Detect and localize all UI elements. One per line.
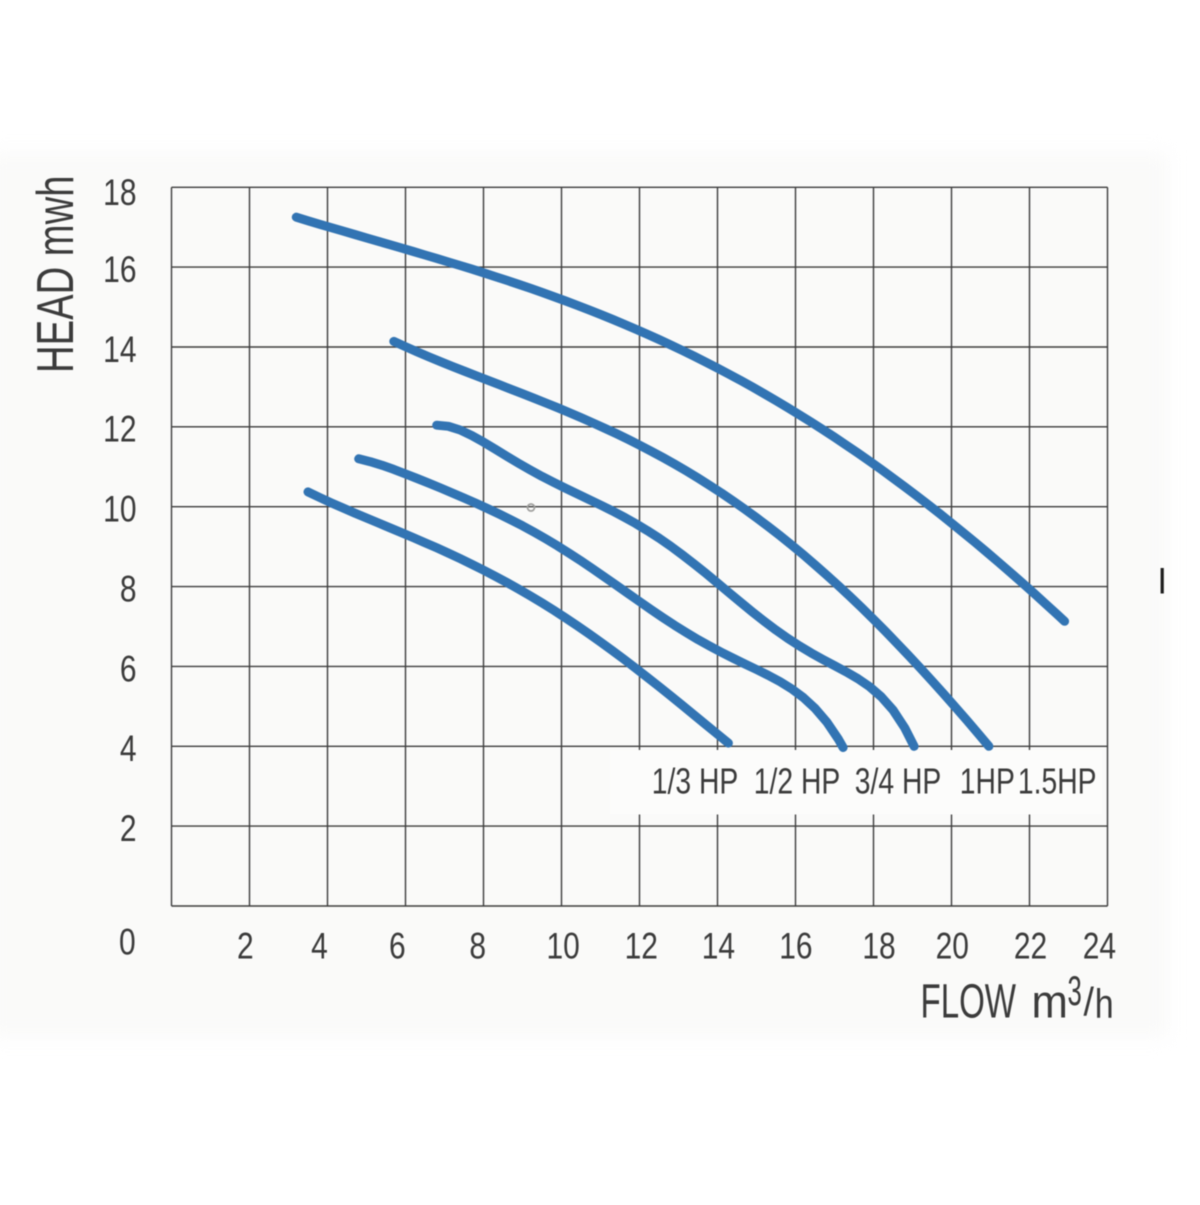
svg-text:16: 16 [779, 927, 812, 968]
svg-text:18: 18 [103, 173, 136, 214]
svg-text:0: 0 [119, 923, 136, 964]
svg-text:1/2 HP: 1/2 HP [754, 760, 840, 801]
svg-text:h: h [1095, 981, 1114, 1027]
svg-text:16: 16 [103, 250, 136, 291]
svg-text:4: 4 [120, 729, 137, 770]
svg-text:10: 10 [103, 490, 136, 531]
svg-text:2: 2 [120, 809, 137, 850]
svg-text:3/4 HP: 3/4 HP [855, 760, 941, 801]
svg-text:/: / [1084, 981, 1095, 1025]
svg-text:4: 4 [311, 927, 328, 968]
svg-text:6: 6 [120, 649, 137, 690]
svg-text:3: 3 [1068, 969, 1082, 1015]
svg-text:1HP: 1HP [960, 760, 1015, 801]
svg-text:12: 12 [103, 410, 136, 451]
svg-text:2: 2 [237, 927, 254, 968]
svg-text:8: 8 [120, 570, 137, 611]
svg-text:HEAD mwh: HEAD mwh [26, 176, 84, 373]
svg-text:14: 14 [103, 330, 136, 371]
svg-text:10: 10 [546, 927, 579, 968]
svg-text:FLOW: FLOW [921, 973, 1017, 1028]
svg-text:24: 24 [1083, 927, 1116, 968]
svg-text:18: 18 [862, 927, 895, 968]
svg-text:22: 22 [1014, 927, 1047, 968]
svg-text:6: 6 [389, 927, 406, 968]
svg-text:12: 12 [625, 927, 658, 968]
svg-text:1/3 HP: 1/3 HP [652, 760, 738, 801]
svg-text:1.5HP: 1.5HP [1018, 760, 1097, 801]
svg-text:8: 8 [469, 927, 486, 968]
svg-text:m: m [1032, 975, 1068, 1027]
svg-text:14: 14 [702, 927, 735, 968]
svg-text:20: 20 [936, 927, 969, 968]
